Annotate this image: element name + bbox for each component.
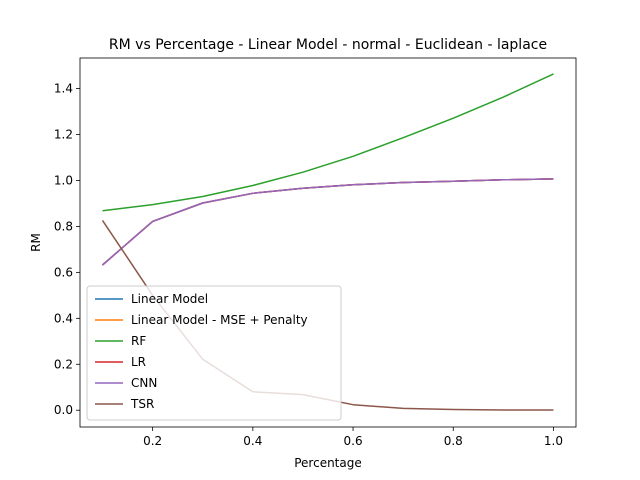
series-line-rf (102, 73, 554, 212)
plot-frame (79, 57, 577, 428)
y-tick-label: 0.4 (54, 311, 73, 325)
legend: Linear Model Linear Model - MSE + Penalty… (86, 285, 342, 421)
x-tick-label: 0.8 (444, 434, 463, 448)
y-tick-label: 1.4 (54, 82, 73, 96)
y-tick-label: 1.0 (54, 173, 73, 187)
x-tick-label: 0.6 (344, 434, 363, 448)
legend-box (86, 285, 342, 421)
y-tick-label: 0.2 (54, 357, 73, 371)
legend-label-rf: RF (131, 334, 146, 348)
y-tick-label: 0.8 (54, 219, 73, 233)
y-axis-label: RM (29, 233, 43, 252)
x-tick-label: 0.4 (243, 434, 262, 448)
y-tick-label: 0.0 (54, 403, 73, 417)
x-axis-label: Percentage (294, 456, 362, 470)
legend-label-lr: LR (131, 355, 146, 369)
y-tick-label: 0.6 (54, 265, 73, 279)
x-axis: 0.2 0.4 0.6 0.8 1.0 (143, 427, 563, 448)
x-tick-label: 0.2 (143, 434, 162, 448)
series-line-cnn (102, 178, 554, 266)
y-tick-label: 1.2 (54, 128, 73, 142)
y-axis: 0.0 0.2 0.4 0.6 0.8 1.0 1.2 1.4 (54, 82, 80, 417)
chart-title: RM vs Percentage - Linear Model - normal… (109, 37, 547, 53)
legend-label-tsr: TSR (130, 397, 154, 411)
x-tick-label: 1.0 (544, 434, 563, 448)
legend-label-linear-model: Linear Model (131, 292, 208, 306)
legend-label-cnn: CNN (131, 376, 157, 390)
legend-label-linear-model-mse-penalty: Linear Model - MSE + Penalty (131, 313, 308, 327)
